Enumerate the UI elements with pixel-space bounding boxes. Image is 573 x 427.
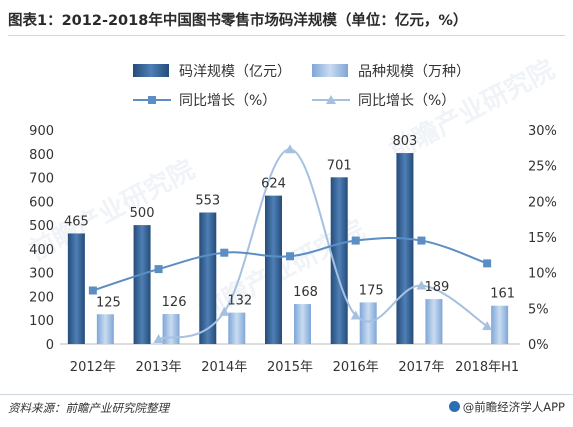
growth-marker-triangle: [350, 310, 361, 320]
growth-marker-square: [88, 286, 97, 295]
bar-value-scale: [265, 195, 282, 344]
growth-marker-square: [417, 236, 426, 245]
left-axis-tick-label: 0: [46, 338, 54, 353]
bar-data-label: 701: [327, 158, 352, 173]
bar-title-variety: [359, 302, 377, 344]
bar-value-scale: [133, 225, 151, 344]
left-axis-tick-label: 500: [29, 219, 54, 234]
brand-text: @前瞻经济学人APP: [462, 400, 565, 414]
x-axis-tick-label: 2017年: [398, 360, 444, 375]
growth-marker-square: [154, 265, 163, 274]
bar-value-scale: [396, 153, 414, 344]
left-axis-tick-label: 300: [29, 267, 54, 282]
bar-data-label: 125: [96, 295, 121, 310]
legend-label: 码洋规模（亿元）: [179, 64, 291, 80]
growth-marker-triangle: [219, 306, 230, 316]
brand-logo-icon: [448, 401, 460, 412]
bar-value-scale: [199, 212, 217, 344]
chart-title: 图表1：2012-2018年中国图书零售市场码洋规模（单位：亿元，%）: [8, 13, 468, 29]
legend-label: 品种规模（万种）: [358, 64, 470, 80]
legend-marker-triangle: [326, 95, 336, 104]
growth-marker-square: [286, 252, 294, 261]
legend-label: 同比增长（%）: [358, 93, 455, 109]
bar-title-variety: [294, 304, 311, 344]
growth-marker-square: [351, 236, 360, 245]
bar-data-label: 803: [393, 134, 418, 149]
growth-marker-square: [220, 248, 229, 257]
left-axis-tick-label: 900: [29, 124, 54, 139]
title-divider: [8, 35, 565, 36]
bar-data-label: 175: [359, 283, 384, 298]
growth-marker-triangle: [482, 321, 493, 331]
footer-divider: [0, 394, 573, 395]
legend-swatch: [133, 64, 169, 77]
left-axis-tick-label: 600: [29, 195, 54, 210]
x-axis-tick-label: 2015年: [267, 360, 313, 375]
legend-marker-square: [148, 96, 156, 104]
growth-marker-triangle: [285, 144, 295, 154]
bar-title-variety: [228, 312, 246, 344]
source-note: 资料来源：前瞻产业研究院整理: [8, 401, 169, 415]
x-axis-tick-label: 2013年: [136, 360, 182, 375]
bar-data-label: 189: [425, 280, 450, 295]
x-axis-tick-label: 2012年: [70, 360, 116, 375]
right-axis-tick-label: 10%: [528, 267, 557, 282]
growth-marker-triangle: [153, 334, 164, 344]
x-axis-tick-label: 2014年: [201, 360, 247, 375]
bar-title-variety: [491, 305, 509, 344]
right-axis-tick-label: 20%: [528, 195, 557, 210]
left-axis-tick-label: 100: [29, 314, 54, 329]
left-axis-tick-label: 700: [29, 172, 54, 187]
left-axis-tick-label: 800: [29, 148, 54, 163]
bar-data-label: 126: [162, 295, 187, 310]
bar-data-label: 465: [64, 214, 89, 229]
legend-swatch: [312, 64, 348, 77]
bar-data-label: 553: [195, 194, 220, 209]
bar-value-scale: [67, 233, 85, 344]
growth-marker-triangle: [416, 280, 427, 290]
bar-value-scale: [330, 177, 348, 344]
growth-marker-square: [483, 259, 492, 268]
bar-title-variety: [162, 314, 180, 344]
bar-data-label: 624: [261, 177, 286, 192]
bar-data-label: 500: [130, 206, 155, 221]
bar-data-label: 161: [490, 287, 515, 302]
left-axis-tick-label: 200: [29, 290, 54, 305]
bar-title-variety: [96, 314, 114, 344]
bar-data-label: 168: [293, 285, 318, 300]
right-axis-tick-label: 25%: [528, 160, 557, 175]
x-axis-tick-label: 2016年: [333, 360, 379, 375]
x-axis-tick-label: 2018年H1: [455, 360, 519, 375]
right-axis-tick-label: 15%: [528, 231, 557, 246]
bar-data-label: 132: [227, 294, 252, 309]
legend-label: 同比增长（%）: [179, 93, 276, 109]
right-axis-tick-label: 5%: [528, 302, 549, 317]
left-axis-tick-label: 400: [29, 243, 54, 258]
right-axis-tick-label: 30%: [528, 124, 557, 139]
right-axis-tick-label: 0%: [528, 338, 549, 353]
bar-title-variety: [425, 299, 443, 344]
brand-credit: @前瞻经济学人APP: [448, 399, 565, 415]
